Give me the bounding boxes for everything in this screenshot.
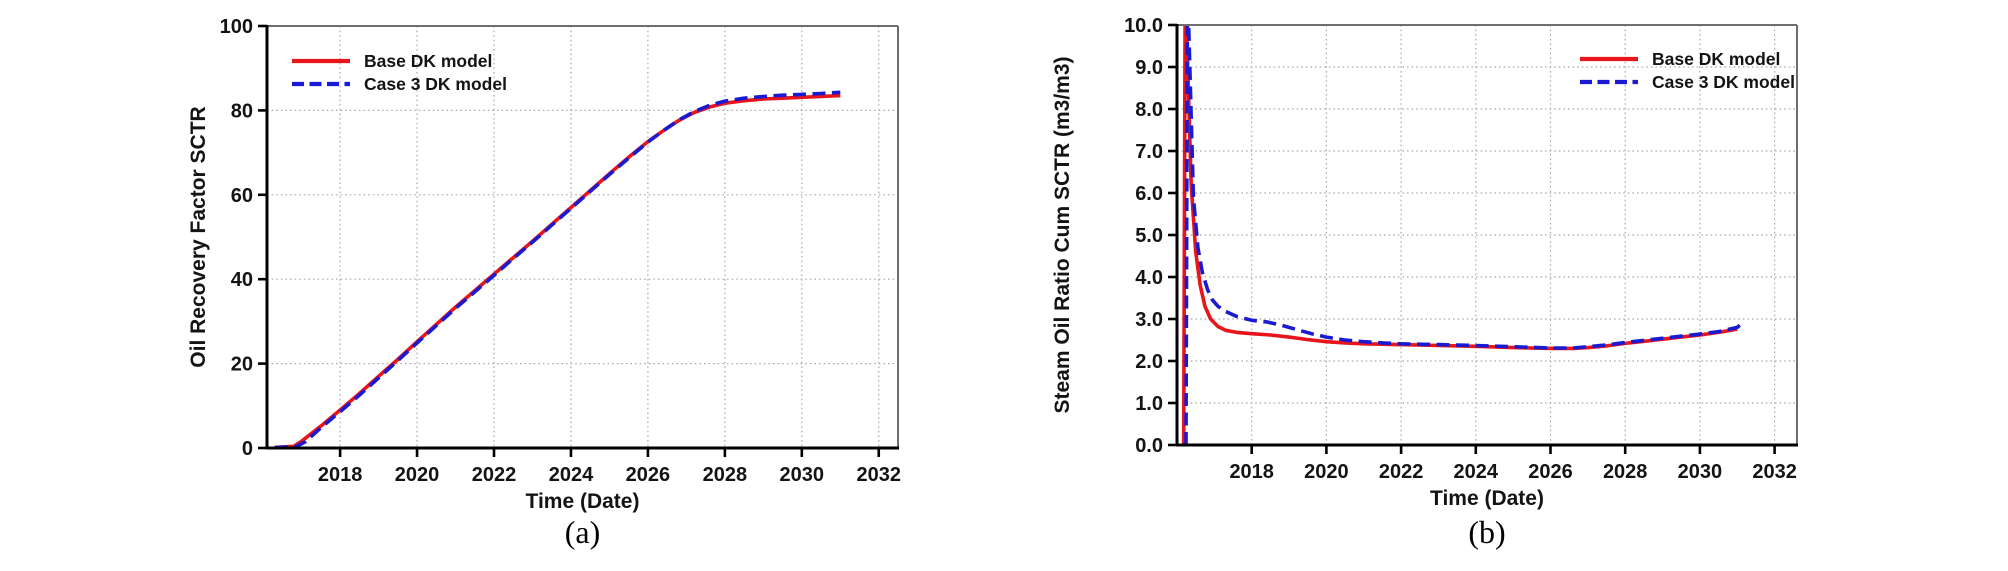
- legend-label: Case 3 DK model: [1652, 72, 1795, 92]
- y-tick-label: 3.0: [1135, 309, 1163, 331]
- y-tick-label: 9.0: [1135, 57, 1163, 79]
- chart-caption: (b): [1468, 514, 1505, 550]
- x-tick-label: 2032: [857, 464, 902, 486]
- y-axis-title: Steam Oil Ratio Cum SCTR (m3/m3): [1051, 56, 1074, 413]
- series-group: [274, 90, 841, 448]
- y-tick-label: 1.0: [1135, 393, 1163, 415]
- y-tick-label: 100: [220, 16, 253, 38]
- series-line-case3: [274, 90, 841, 448]
- grid-a: [267, 26, 898, 448]
- y-tick-label: 0: [242, 438, 253, 460]
- x-tick-label: 2028: [703, 464, 748, 486]
- x-tick-label: 2024: [1454, 461, 1499, 483]
- y-tick-label: 80: [231, 100, 253, 122]
- x-tick-label: 2018: [1229, 461, 1274, 483]
- y-tick-label: 8.0: [1135, 99, 1163, 121]
- x-tick-label: 2020: [1304, 461, 1349, 483]
- x-tick-label: 2024: [549, 464, 594, 486]
- x-axis-title: Time (Date): [1430, 487, 1544, 510]
- chart-caption: (a): [565, 514, 601, 550]
- series-group: [1181, 25, 1742, 445]
- y-tick-label: 2.0: [1135, 351, 1163, 373]
- x-tick-label: 2026: [626, 464, 671, 486]
- y-tick-label: 20: [231, 354, 253, 376]
- y-tick-label: 7.0: [1135, 141, 1163, 163]
- x-tick-label: 2018: [318, 464, 363, 486]
- legend-label: Base DK model: [364, 51, 492, 71]
- x-tick-label: 2030: [1678, 461, 1723, 483]
- y-tick-label: 40: [231, 269, 253, 291]
- y-tick-label: 60: [231, 185, 253, 207]
- x-tick-label: 2028: [1603, 461, 1648, 483]
- series-line-case3: [1184, 25, 1742, 445]
- x-tick-label: 2026: [1528, 461, 1573, 483]
- x-tick-label: 2022: [472, 464, 517, 486]
- legend-label: Base DK model: [1652, 49, 1780, 69]
- y-tick-label: 0.0: [1135, 435, 1163, 457]
- legend-label: Case 3 DK model: [364, 74, 507, 94]
- chart-b: 2018 2020 2022 2024 2026 2028 2030 2032 0.0 1.0 2.…: [1051, 15, 1798, 550]
- y-axis-title: Oil Recovery Factor SCTR: [187, 106, 210, 367]
- x-tick-label: 2032: [1752, 461, 1797, 483]
- x-tick-label: 2022: [1379, 461, 1424, 483]
- grid-b: [1177, 25, 1797, 445]
- chart-a: 2018 2020 2022 2024 2026 2028 2030 2032 0 20 40 60 8…: [187, 16, 901, 550]
- legend: Base DK model Case 3 DK model: [1580, 49, 1795, 92]
- y-tick-label: 5.0: [1135, 225, 1163, 247]
- x-tick-label: 2020: [395, 464, 440, 486]
- x-tick-label: 2030: [780, 464, 825, 486]
- x-axis-title: Time (Date): [526, 490, 640, 513]
- y-tick-label: 4.0: [1135, 267, 1163, 289]
- y-tick-label: 6.0: [1135, 183, 1163, 205]
- y-tick-label: 10.0: [1124, 15, 1163, 37]
- legend: Base DK model Case 3 DK model: [292, 51, 507, 94]
